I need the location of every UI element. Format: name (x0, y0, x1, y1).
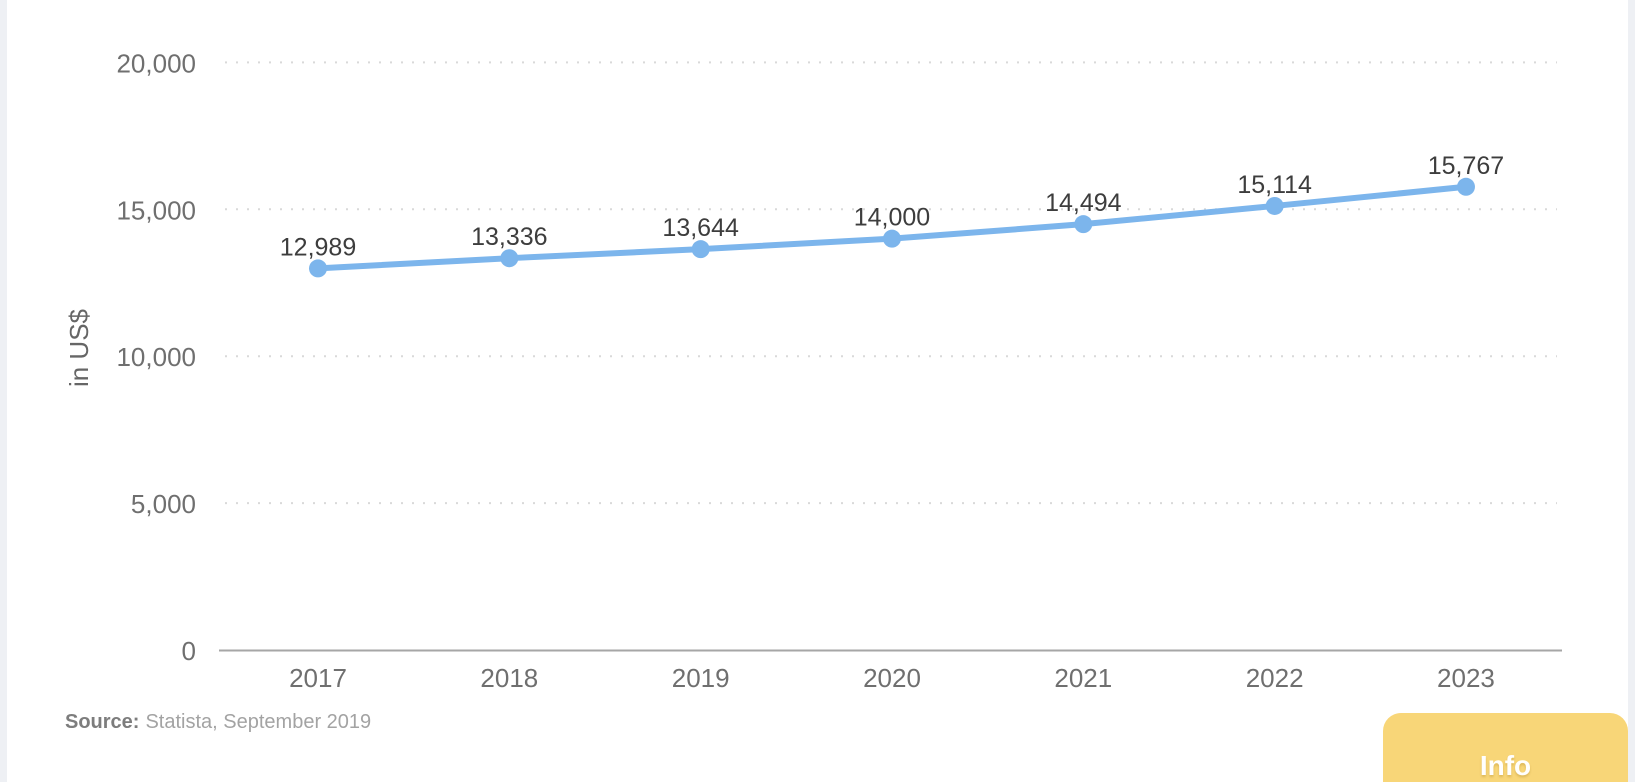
x-tick-label: 2020 (863, 663, 921, 693)
y-tick-label: 5,000 (131, 489, 196, 519)
x-tick-label: 2018 (480, 663, 538, 693)
y-axis-title: in US$ (64, 308, 94, 387)
x-tick-label: 2023 (1437, 663, 1495, 693)
data-point-label: 12,989 (280, 233, 356, 261)
left-gutter (0, 0, 7, 782)
source-text: Statista, September 2019 (145, 711, 372, 733)
source-label: Source: (65, 711, 140, 733)
x-tick-label: 2019 (672, 663, 730, 693)
source-line: Source: Statista, September 2019 (65, 711, 371, 734)
x-tick-label: 2021 (1054, 663, 1112, 693)
data-point-marker[interactable] (1074, 215, 1093, 234)
data-point-marker[interactable] (500, 249, 519, 268)
info-button-label: Info (1479, 749, 1532, 781)
x-tick-label: 2017 (289, 663, 347, 693)
data-point-label: 15,114 (1237, 171, 1312, 199)
info-button[interactable]: Info (1383, 713, 1628, 782)
data-point-marker[interactable] (1456, 177, 1475, 196)
right-gutter-scroll-track (1628, 0, 1635, 782)
data-point-label: 13,644 (662, 214, 739, 242)
data-point-label: 13,336 (471, 223, 547, 251)
data-point-marker[interactable] (309, 259, 327, 278)
data-point-label: 15,767 (1428, 152, 1504, 180)
data-point-label: 14,000 (854, 204, 930, 232)
x-tick-label: 2022 (1246, 663, 1304, 693)
data-point-label: 14,494 (1045, 189, 1122, 217)
data-point-marker[interactable] (1265, 196, 1284, 215)
y-tick-label: 15,000 (116, 195, 196, 225)
y-tick-label: 0 (182, 636, 196, 666)
data-point-marker[interactable] (691, 240, 710, 259)
y-tick-label: 20,000 (116, 48, 196, 78)
y-tick-label: 10,000 (116, 342, 196, 372)
data-point-marker[interactable] (882, 229, 901, 248)
